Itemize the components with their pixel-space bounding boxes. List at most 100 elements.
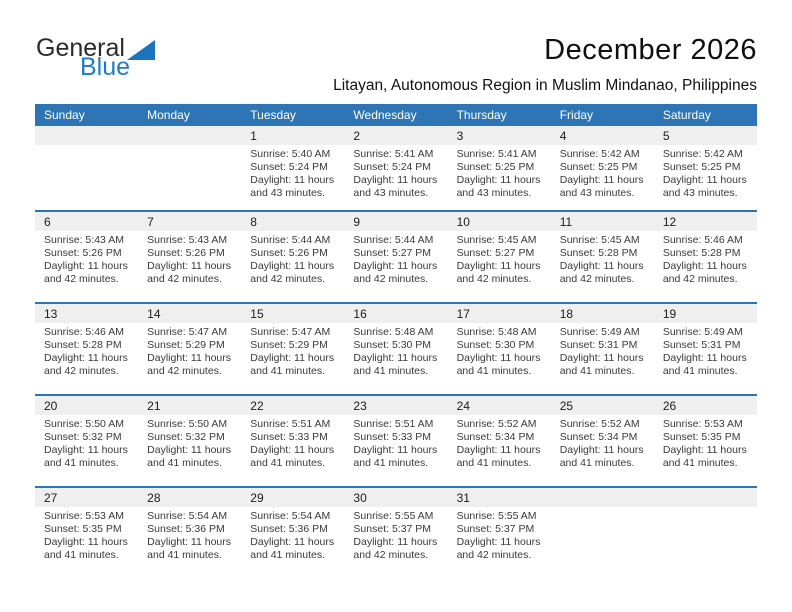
day-cell-10[interactable]: 10 Sunrise: 5:45 AM Sunset: 5:27 PM Dayligh…	[447, 212, 551, 302]
day-details: Sunrise: 5:43 AM Sunset: 5:26 PM Daylight:…	[35, 231, 138, 286]
day-cell-1[interactable]: 1 Sunrise: 5:40 AM Sunset: 5:24 PM Daylight…	[241, 126, 345, 210]
date-number: 19	[653, 304, 757, 323]
daylight-text: Daylight: 11 hours	[559, 260, 644, 272]
week-row-2: 6 Sunrise: 5:43 AM Sunset: 5:26 PM Daylight…	[35, 210, 757, 302]
sunset-text: Sunset: 5:30 PM	[456, 339, 535, 351]
sunset-text: Sunset: 5:32 PM	[147, 431, 225, 443]
day-cell-21[interactable]: 21 Sunrise: 5:50 AM Sunset: 5:32 PM Dayligh…	[138, 396, 242, 486]
sunset-text: Sunset: 5:34 PM	[456, 431, 535, 443]
sunset-text: Sunset: 5:34 PM	[559, 431, 638, 443]
daylight-text: Daylight: 11 hours	[44, 352, 128, 364]
sunset-text: Sunset: 5:33 PM	[250, 431, 328, 443]
weekday-header-wednesday: Wednesday	[353, 108, 417, 122]
sunrise-text: Sunrise: 5:44 AM	[250, 234, 331, 246]
calendar-table: Sunday Monday Tuesday Wednesday Thursday Frid…	[35, 104, 757, 578]
day-details: Sunrise: 5:46 AM Sunset: 5:28 PM Daylight:…	[35, 323, 138, 378]
day-cell-empty	[35, 126, 139, 210]
day-cell-6[interactable]: 6 Sunrise: 5:43 AM Sunset: 5:26 PM Daylight…	[35, 212, 139, 302]
date-number: 21	[138, 396, 242, 415]
daylight-text: Daylight: 11 hours	[250, 174, 335, 186]
daylight-text: Daylight: 11 hours	[353, 352, 438, 364]
sunrise-text: Sunrise: 5:42 AM	[559, 148, 640, 160]
daylight-text: and 43 minutes.	[353, 187, 429, 199]
daylight-text: and 41 minutes.	[456, 457, 532, 469]
day-details: Sunrise: 5:51 AM Sunset: 5:33 PM Daylight:…	[241, 415, 344, 470]
day-cell-27[interactable]: 27 Sunrise: 5:53 AM Sunset: 5:35 PM Dayligh…	[35, 488, 139, 578]
sunset-text: Sunset: 5:28 PM	[559, 247, 638, 259]
day-details: Sunrise: 5:42 AM Sunset: 5:25 PM Daylight:…	[654, 145, 757, 200]
sunset-text: Sunset: 5:25 PM	[456, 161, 535, 173]
daylight-text: Daylight: 11 hours	[250, 536, 335, 548]
day-cell-empty	[550, 488, 654, 578]
day-details: Sunrise: 5:40 AM Sunset: 5:24 PM Daylight:…	[241, 145, 344, 200]
sunrise-text: Sunrise: 5:55 AM	[353, 510, 434, 522]
date-number: 7	[138, 212, 242, 231]
daylight-text: Daylight: 11 hours	[250, 444, 335, 456]
sunset-text: Sunset: 5:27 PM	[456, 247, 535, 259]
sunrise-text: Sunrise: 5:51 AM	[250, 418, 331, 430]
sunrise-text: Sunrise: 5:46 AM	[44, 326, 124, 338]
sunrise-text: Sunrise: 5:55 AM	[456, 510, 537, 522]
daylight-text: Daylight: 11 hours	[662, 352, 747, 364]
day-cell-13[interactable]: 13 Sunrise: 5:46 AM Sunset: 5:28 PM Dayligh…	[35, 304, 139, 394]
day-details: Sunrise: 5:50 AM Sunset: 5:32 PM Daylight:…	[35, 415, 138, 470]
day-cell-29[interactable]: 29 Sunrise: 5:54 AM Sunset: 5:36 PM Dayligh…	[241, 488, 345, 578]
day-cell-22[interactable]: 22 Sunrise: 5:51 AM Sunset: 5:33 PM Dayligh…	[241, 396, 345, 486]
date-number: 23	[344, 396, 448, 415]
day-cell-20[interactable]: 20 Sunrise: 5:50 AM Sunset: 5:32 PM Dayligh…	[35, 396, 139, 486]
day-cell-28[interactable]: 28 Sunrise: 5:54 AM Sunset: 5:36 PM Dayligh…	[138, 488, 242, 578]
day-details: Sunrise: 5:52 AM Sunset: 5:34 PM Daylight:…	[448, 415, 551, 470]
day-cell-17[interactable]: 17 Sunrise: 5:48 AM Sunset: 5:30 PM Dayligh…	[447, 304, 551, 394]
date-number: 16	[344, 304, 448, 323]
day-cell-18[interactable]: 18 Sunrise: 5:49 AM Sunset: 5:31 PM Dayligh…	[550, 304, 654, 394]
day-cell-4[interactable]: 4 Sunrise: 5:42 AM Sunset: 5:25 PM Daylight…	[550, 126, 654, 210]
daylight-text: and 41 minutes.	[456, 365, 532, 377]
sunset-text: Sunset: 5:24 PM	[250, 161, 328, 173]
day-cell-empty	[138, 126, 242, 210]
daylight-text: Daylight: 11 hours	[456, 444, 541, 456]
daylight-text: Daylight: 11 hours	[456, 352, 541, 364]
sunrise-text: Sunrise: 5:41 AM	[353, 148, 434, 160]
date-number: 31	[447, 488, 551, 507]
day-cell-25[interactable]: 25 Sunrise: 5:52 AM Sunset: 5:34 PM Dayligh…	[550, 396, 654, 486]
day-cell-7[interactable]: 7 Sunrise: 5:43 AM Sunset: 5:26 PM Daylight…	[138, 212, 242, 302]
day-cell-empty	[653, 488, 757, 578]
day-details: Sunrise: 5:44 AM Sunset: 5:27 PM Daylight:…	[344, 231, 447, 286]
daylight-text: Daylight: 11 hours	[353, 536, 438, 548]
day-cell-8[interactable]: 8 Sunrise: 5:44 AM Sunset: 5:26 PM Daylight…	[241, 212, 345, 302]
day-cell-2[interactable]: 2 Sunrise: 5:41 AM Sunset: 5:24 PM Daylight…	[344, 126, 448, 210]
day-cell-12[interactable]: 12 Sunrise: 5:46 AM Sunset: 5:28 PM Dayligh…	[653, 212, 757, 302]
day-details: Sunrise: 5:48 AM Sunset: 5:30 PM Daylight:…	[344, 323, 447, 378]
day-cell-30[interactable]: 30 Sunrise: 5:55 AM Sunset: 5:37 PM Dayligh…	[344, 488, 448, 578]
daylight-text: and 42 minutes.	[44, 273, 119, 285]
day-cell-31[interactable]: 31 Sunrise: 5:55 AM Sunset: 5:37 PM Dayligh…	[447, 488, 551, 578]
date-number: 11	[550, 212, 654, 231]
day-cell-24[interactable]: 24 Sunrise: 5:52 AM Sunset: 5:34 PM Dayligh…	[447, 396, 551, 486]
day-details: Sunrise: 5:47 AM Sunset: 5:29 PM Daylight:…	[241, 323, 344, 378]
day-cell-3[interactable]: 3 Sunrise: 5:41 AM Sunset: 5:25 PM Daylight…	[447, 126, 551, 210]
day-cell-15[interactable]: 15 Sunrise: 5:47 AM Sunset: 5:29 PM Dayligh…	[241, 304, 345, 394]
daylight-text: Daylight: 11 hours	[147, 536, 231, 548]
sunset-text: Sunset: 5:29 PM	[250, 339, 328, 351]
day-cell-26[interactable]: 26 Sunrise: 5:53 AM Sunset: 5:35 PM Dayligh…	[653, 396, 757, 486]
day-cell-19[interactable]: 19 Sunrise: 5:49 AM Sunset: 5:31 PM Dayligh…	[653, 304, 757, 394]
date-number: 29	[241, 488, 345, 507]
day-cell-9[interactable]: 9 Sunrise: 5:44 AM Sunset: 5:27 PM Daylight…	[344, 212, 448, 302]
daylight-text: Daylight: 11 hours	[456, 174, 541, 186]
sunset-text: Sunset: 5:27 PM	[353, 247, 432, 259]
day-cell-11[interactable]: 11 Sunrise: 5:45 AM Sunset: 5:28 PM Dayligh…	[550, 212, 654, 302]
day-cell-23[interactable]: 23 Sunrise: 5:51 AM Sunset: 5:33 PM Dayligh…	[344, 396, 448, 486]
sunset-text: Sunset: 5:29 PM	[147, 339, 225, 351]
sunrise-text: Sunrise: 5:52 AM	[456, 418, 537, 430]
daylight-text: Daylight: 11 hours	[250, 260, 335, 272]
daylight-text: Daylight: 11 hours	[147, 260, 231, 272]
sunset-text: Sunset: 5:35 PM	[662, 431, 741, 443]
date-number: 9	[344, 212, 448, 231]
day-cell-5[interactable]: 5 Sunrise: 5:42 AM Sunset: 5:25 PM Daylight…	[653, 126, 757, 210]
sunrise-text: Sunrise: 5:52 AM	[559, 418, 640, 430]
day-details: Sunrise: 5:53 AM Sunset: 5:35 PM Daylight:…	[35, 507, 138, 562]
day-cell-16[interactable]: 16 Sunrise: 5:48 AM Sunset: 5:30 PM Dayligh…	[344, 304, 448, 394]
sunset-text: Sunset: 5:32 PM	[44, 431, 122, 443]
daylight-text: and 41 minutes.	[44, 457, 119, 469]
day-cell-14[interactable]: 14 Sunrise: 5:47 AM Sunset: 5:29 PM Dayligh…	[138, 304, 242, 394]
